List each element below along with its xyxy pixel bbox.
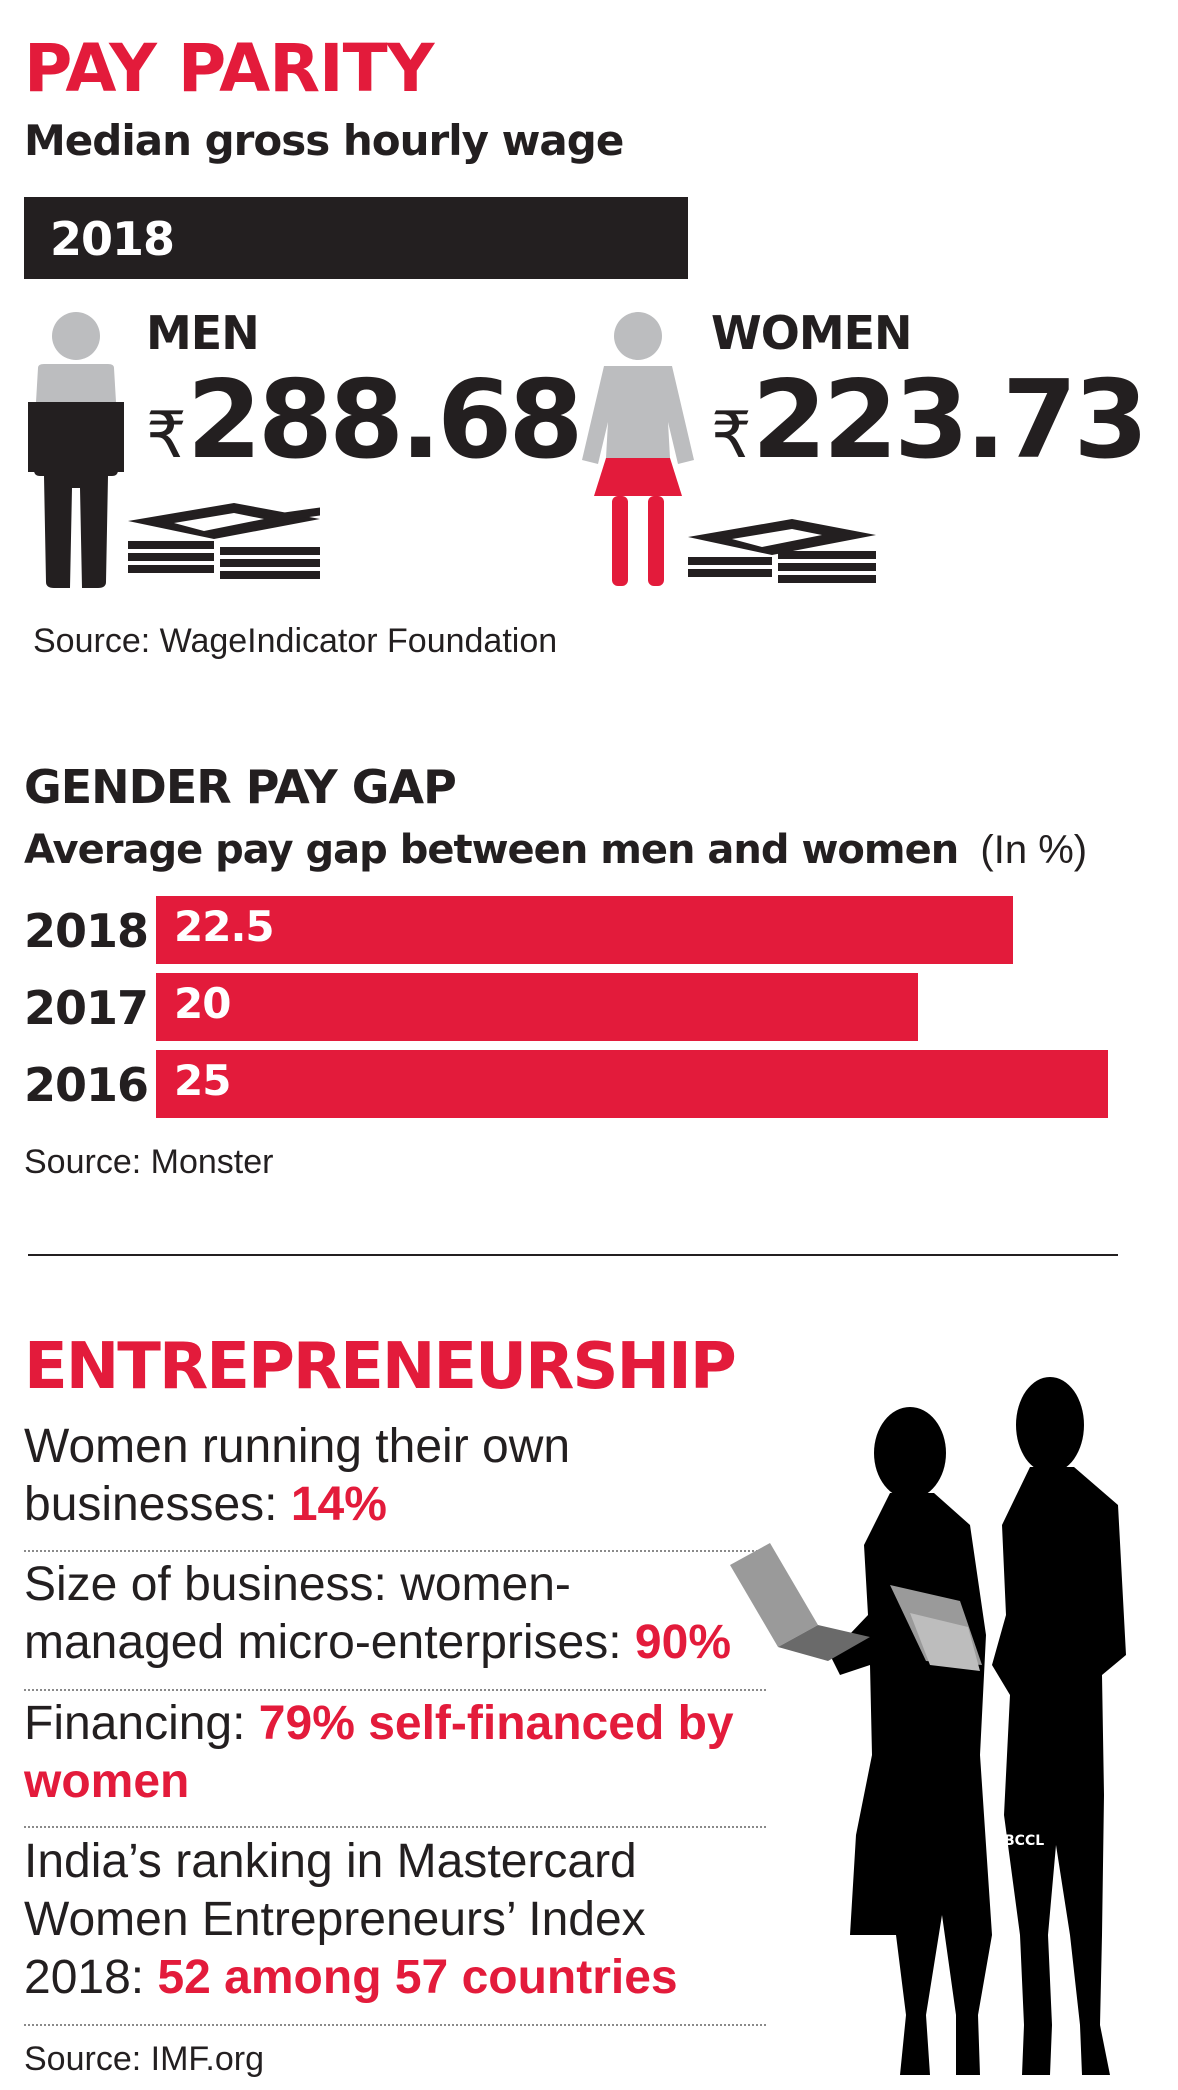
dotted-divider (24, 1826, 766, 1828)
women-amount-value: 223.73 (751, 358, 1149, 483)
fact-text: India’s ranking in Mastercard Women Entr… (24, 1835, 646, 2004)
photo-credit: BCCL (1004, 1833, 1044, 1849)
pay-gap-bar (156, 1050, 1108, 1118)
dotted-divider (24, 1550, 766, 1552)
year-label: 2018 (50, 212, 175, 266)
man-figure-icon (28, 312, 124, 588)
pay-gap-bar (156, 973, 918, 1041)
dotted-divider (24, 2024, 766, 2026)
gap-subtitle-text: Average pay gap between men and women (24, 827, 959, 873)
businesswomen-silhouette-icon: BCCL (730, 1377, 1126, 2075)
fact-highlight: 90% (634, 1616, 731, 1669)
cash-stack-icon (128, 503, 320, 579)
bar-value-label: 25 (174, 1056, 231, 1105)
fact-women-businesses: Women running their own businesses: 14% (24, 1418, 764, 1534)
gender-pay-gap-chart: 2018 22.5 2017 20 2016 25 (0, 896, 1178, 1126)
fact-highlight: 14% (290, 1478, 387, 1531)
pay-parity-subtitle: Median gross hourly wage (24, 116, 624, 165)
entrepreneurship-title: ENTREPRENEURSHIP (24, 1330, 737, 1404)
fact-highlight: 79% self-financed by women (24, 1697, 734, 1808)
women-label: WOMEN (711, 306, 913, 360)
page-title: PAY PARITY (24, 30, 434, 107)
men-currency: ₹ (146, 399, 187, 473)
dotted-divider (24, 1689, 766, 1691)
fact-india-ranking: India’s ranking in Mastercard Women Entr… (24, 1833, 764, 2007)
men-label: MEN (146, 306, 260, 360)
section-divider (28, 1254, 1118, 1256)
pay-gap-source: Source: Monster (24, 1143, 274, 1181)
bar-value-label: 20 (174, 979, 231, 1028)
cash-stack-icon (688, 519, 876, 583)
fact-financing: Financing: 79% self-financed by women (24, 1695, 764, 1811)
gender-pay-gap-subtitle: Average pay gap between men and women (I… (24, 827, 1087, 873)
gender-pay-gap-title: GENDER PAY GAP (24, 760, 457, 814)
men-amount-value: 288.68 (186, 358, 584, 483)
fact-text: Size of business: women-managed micro-en… (24, 1558, 635, 1669)
pay-parity-source: Source: WageIndicator Foundation (33, 622, 558, 660)
fact-text: Women running their own businesses: (24, 1420, 571, 1531)
woman-figure-icon (582, 312, 694, 586)
gap-unit: (In %) (980, 828, 1088, 872)
fact-business-size: Size of business: women-managed micro-en… (24, 1556, 764, 1672)
fact-text: Financing: (24, 1697, 259, 1750)
bar-category-label: 2016 (24, 1058, 149, 1112)
year-banner (24, 197, 688, 279)
pay-gap-bar (156, 896, 1013, 964)
bar-value-label: 22.5 (174, 902, 275, 951)
bar-category-label: 2017 (24, 981, 149, 1035)
fact-highlight: 52 among 57 countries (157, 1951, 678, 2004)
men-wage: ₹288.68 (146, 358, 584, 483)
women-wage: ₹223.73 (711, 358, 1149, 483)
bar-category-label: 2018 (24, 904, 149, 958)
women-currency: ₹ (711, 399, 752, 473)
entrepreneurship-source: Source: IMF.org (24, 2040, 264, 2078)
